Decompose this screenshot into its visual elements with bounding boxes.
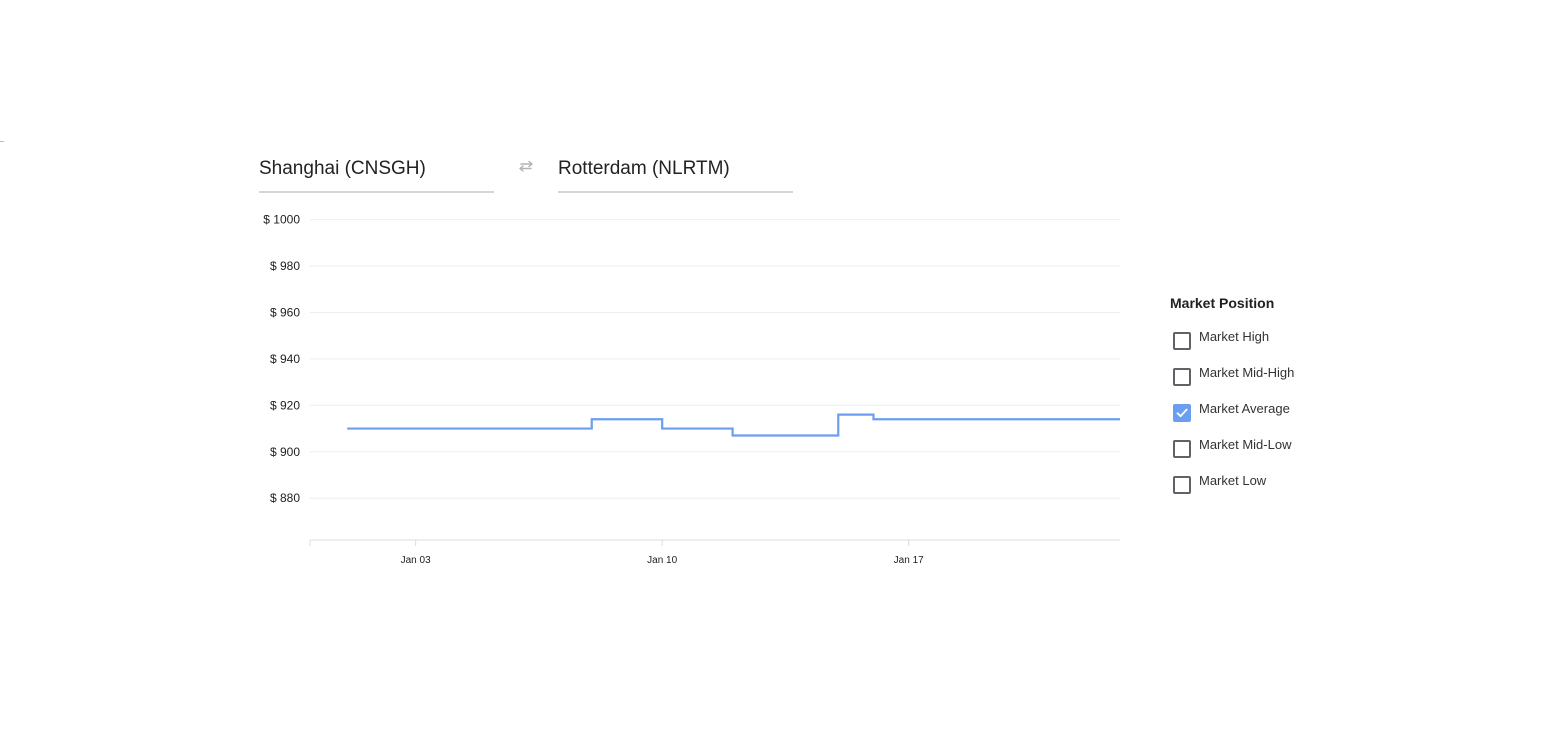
- y-tick-label: $ 1000: [263, 215, 300, 227]
- y-tick-label: $ 920: [270, 398, 300, 412]
- y-tick-label: $ 940: [270, 352, 300, 366]
- x-tick-label: Jan 17: [894, 555, 924, 566]
- legend-title: Market Position: [1170, 295, 1275, 311]
- swap-route-button[interactable]: [513, 157, 539, 179]
- edge-marker: [0, 141, 4, 142]
- x-tick-label: Jan 10: [647, 555, 677, 566]
- y-tick-label: $ 880: [270, 491, 300, 505]
- legend-item-label: Market Low: [1199, 473, 1267, 488]
- checkbox-unchecked-icon[interactable]: [1173, 476, 1191, 494]
- swap-arrows-icon: [517, 159, 535, 177]
- x-tick-label: Jan 03: [401, 555, 431, 566]
- y-tick-label: $ 980: [270, 259, 300, 273]
- origin-port-value: Shanghai (CNSGH): [259, 158, 426, 179]
- price-chart: $ 1000 $ 980 $ 960 $ 940 $ 920 $ 900 $ 880 Jan …: [263, 215, 1120, 566]
- market-average-line: [347, 413, 1120, 437]
- legend-item-label: Market Mid-Low: [1199, 437, 1292, 452]
- destination-port-value: Rotterdam (NLRTM): [558, 158, 730, 179]
- checkbox-unchecked-icon[interactable]: [1173, 368, 1191, 386]
- legend-item-mid-low[interactable]: Market Mid-Low: [1170, 436, 1370, 472]
- checkbox-checked-icon[interactable]: [1173, 404, 1191, 422]
- legend-item-high[interactable]: Market High: [1170, 328, 1370, 364]
- legend-item-label: Market Mid-High: [1199, 365, 1295, 380]
- market-position-legend: Market Position Market High Market Mid-Hi…: [1170, 294, 1370, 508]
- checkbox-unchecked-icon[interactable]: [1173, 332, 1191, 350]
- y-tick-label: $ 960: [270, 306, 300, 320]
- legend-item-label: Market High: [1199, 329, 1270, 344]
- legend-item-label: Market Average: [1199, 401, 1290, 416]
- legend-item-mid-high[interactable]: Market Mid-High: [1170, 364, 1370, 400]
- origin-port-field[interactable]: Shanghai (CNSGH): [259, 150, 494, 193]
- destination-port-field[interactable]: Rotterdam (NLRTM): [558, 150, 793, 193]
- checkbox-unchecked-icon[interactable]: [1173, 440, 1191, 458]
- legend-item-average[interactable]: Market Average: [1170, 400, 1370, 436]
- legend-items: Market High Market Mid-High Market Average…: [1170, 328, 1370, 508]
- legend-item-low[interactable]: Market Low: [1170, 472, 1370, 508]
- y-tick-label: $ 900: [270, 445, 300, 459]
